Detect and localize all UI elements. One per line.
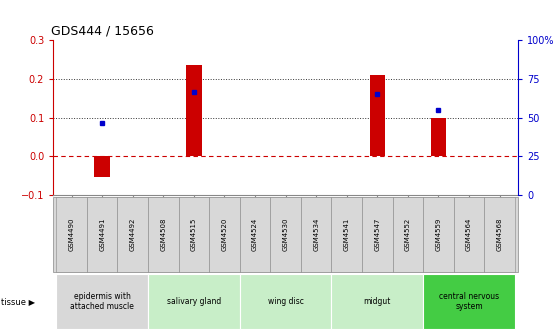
Text: tissue ▶: tissue ▶ (1, 297, 35, 306)
Text: GSM4490: GSM4490 (68, 218, 74, 251)
Text: GSM4530: GSM4530 (283, 218, 288, 251)
Bar (370, 75, 385, 156)
Text: GSM4515: GSM4515 (191, 218, 197, 251)
Bar (431, 118, 446, 156)
Bar (95, 156, 110, 177)
Text: GSM4534: GSM4534 (313, 218, 319, 251)
Text: GSM4547: GSM4547 (374, 218, 380, 251)
Bar (186, 66, 202, 156)
Text: midgut: midgut (363, 297, 391, 306)
Text: GDS444 / 15656: GDS444 / 15656 (51, 25, 154, 38)
Text: GSM4564: GSM4564 (466, 218, 472, 251)
Text: GSM4520: GSM4520 (221, 218, 227, 251)
Text: GSM4568: GSM4568 (497, 218, 503, 251)
Text: GSM4491: GSM4491 (99, 218, 105, 251)
Text: GSM4541: GSM4541 (344, 218, 350, 251)
Text: GSM4552: GSM4552 (405, 218, 411, 251)
Text: GSM4524: GSM4524 (252, 218, 258, 251)
Text: salivary gland: salivary gland (167, 297, 221, 306)
Text: wing disc: wing disc (268, 297, 304, 306)
Text: epidermis with
attached muscle: epidermis with attached muscle (70, 292, 134, 311)
Text: central nervous
system: central nervous system (439, 292, 499, 311)
Text: GSM4508: GSM4508 (160, 218, 166, 251)
Text: GSM4492: GSM4492 (130, 218, 136, 251)
Text: GSM4559: GSM4559 (436, 218, 441, 251)
